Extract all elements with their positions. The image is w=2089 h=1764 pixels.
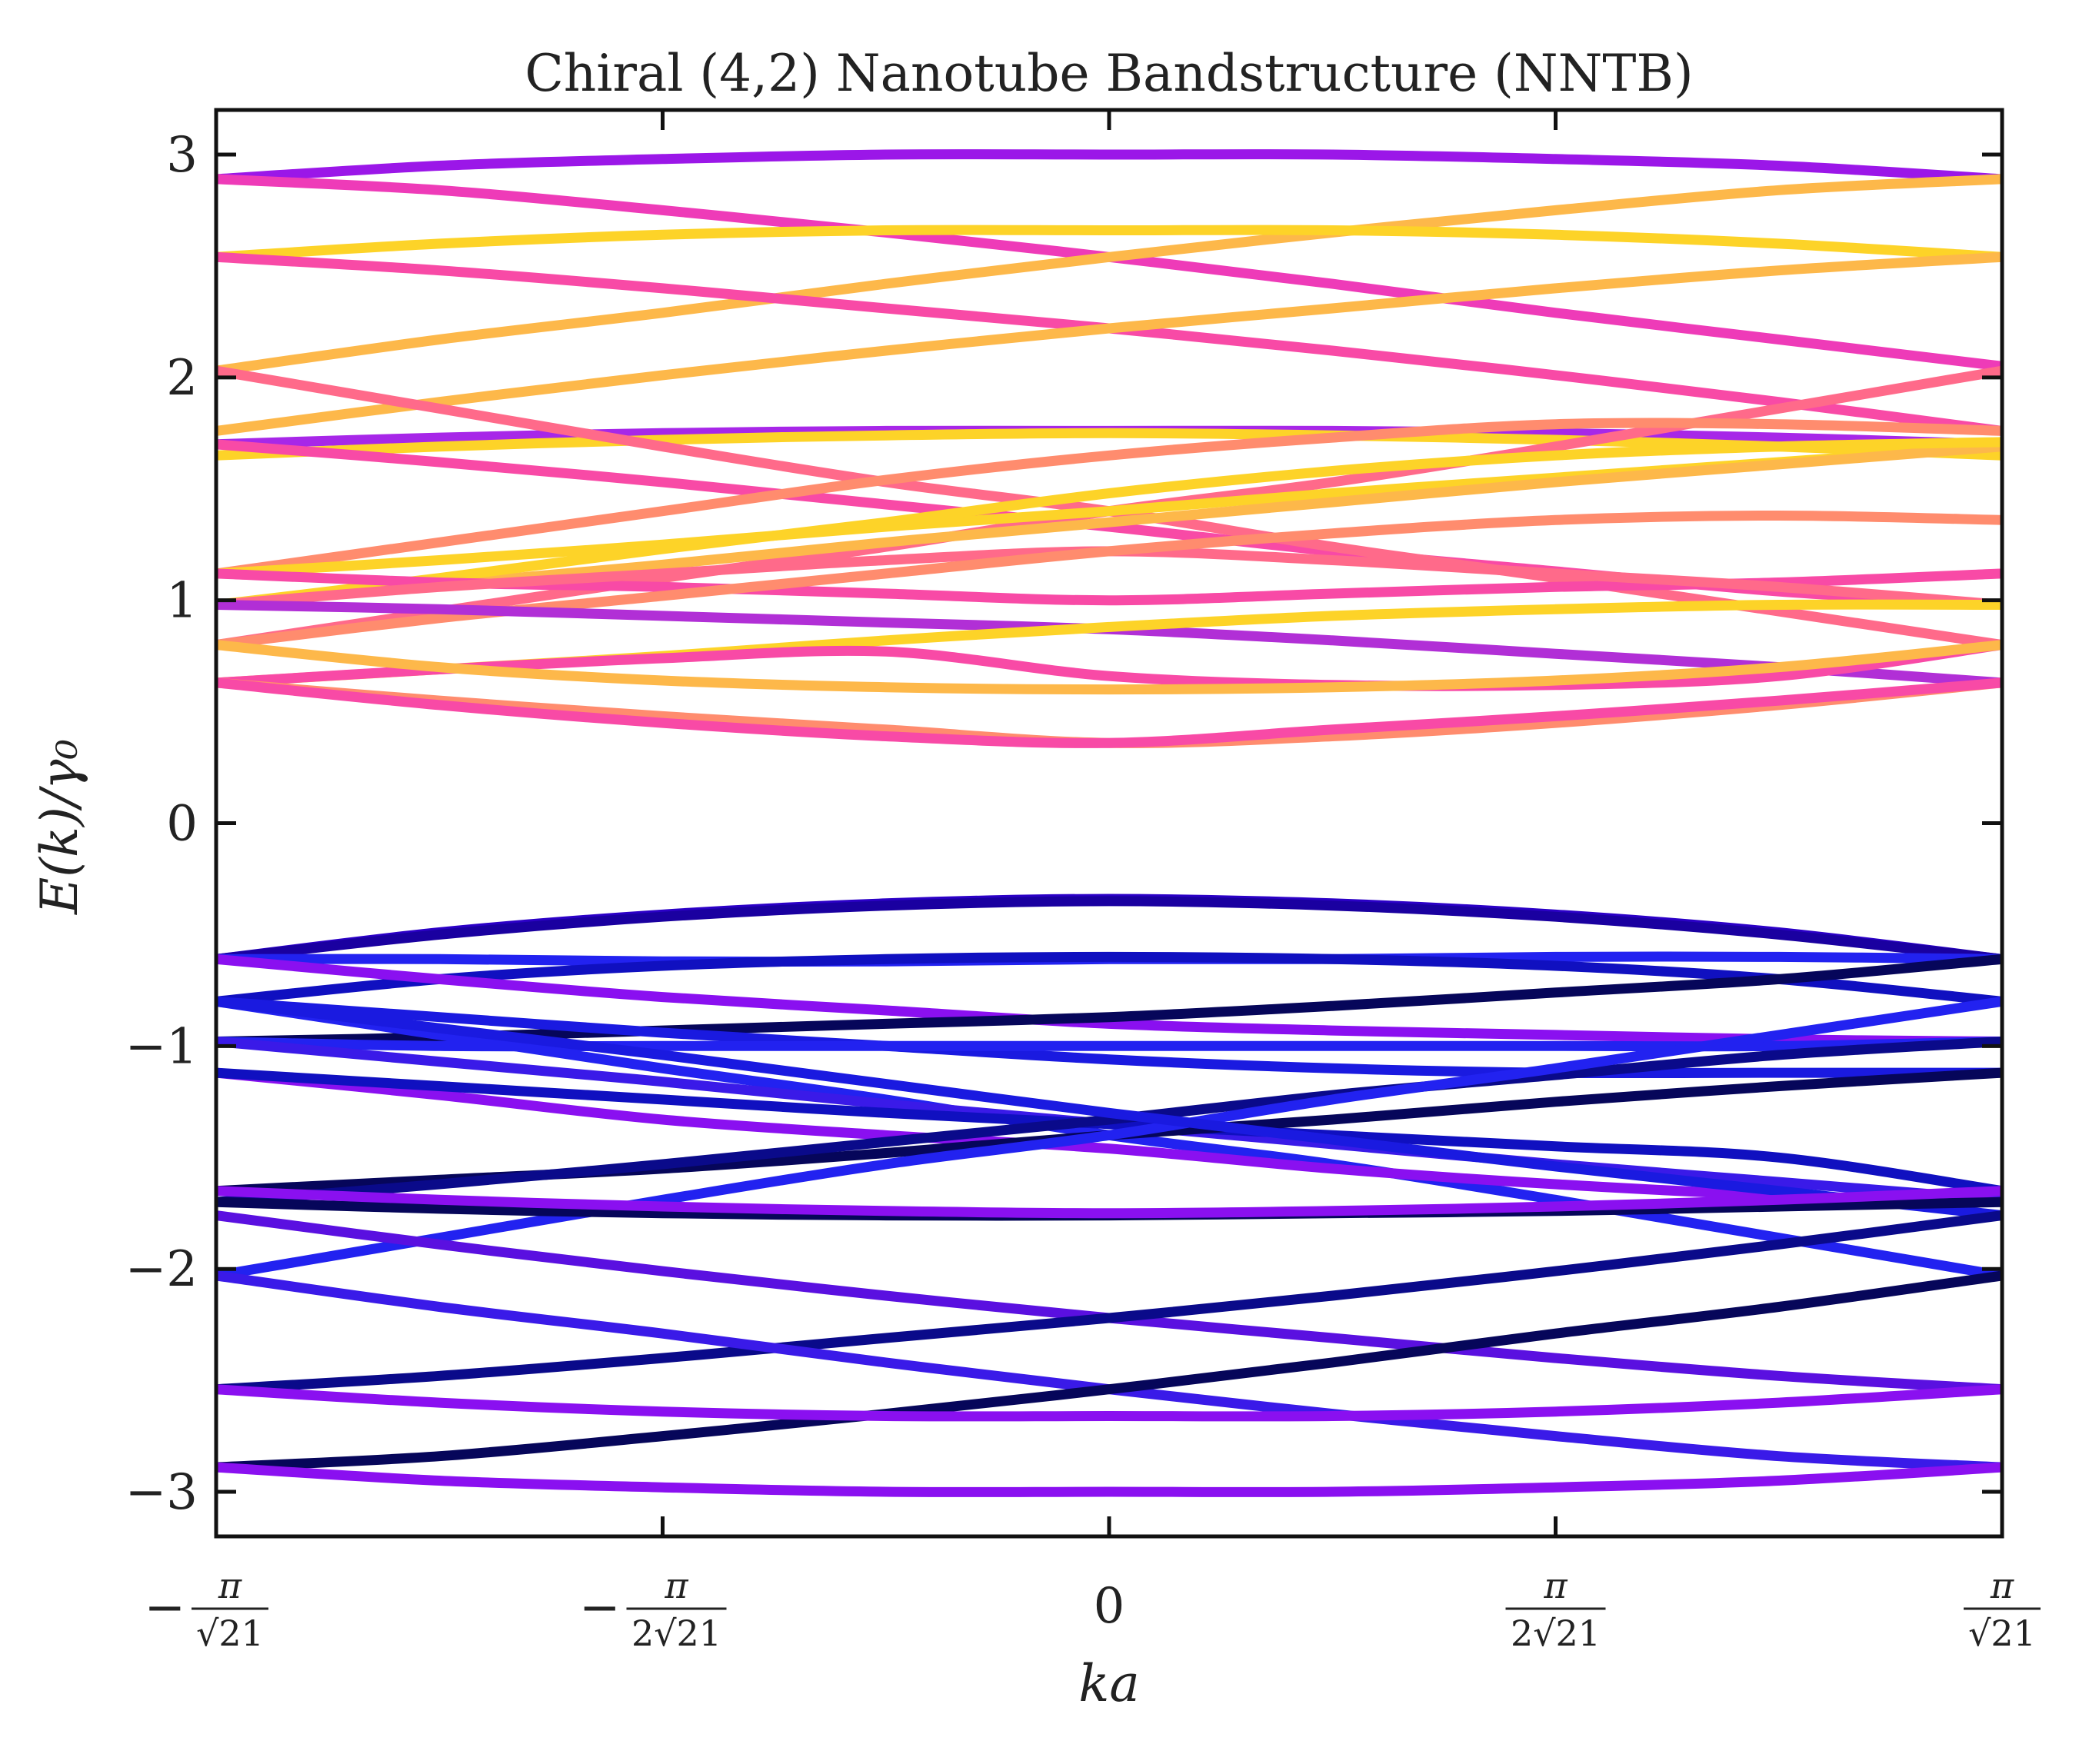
band-line-21 <box>216 640 2002 695</box>
band-line-41 <box>216 1186 2002 1219</box>
x-tick-denominator: 2√21 <box>1511 1613 1601 1654</box>
chart-title: Chiral (4,2) Nanotube Bandstructure (NNT… <box>525 44 1693 103</box>
band-line-42 <box>216 1210 2002 1395</box>
x-tick-label-2: 0 <box>1094 1578 1125 1635</box>
band-line-28 <box>216 954 2002 1047</box>
band-line-47 <box>216 1462 2002 1497</box>
y-tick-label-4: −1 <box>125 1018 198 1075</box>
x-tick-numerator: π <box>664 1565 688 1606</box>
x-axis-label: ka <box>1078 1654 1139 1713</box>
band-line-31 <box>216 996 2002 1079</box>
y-axis-label: E(k)/γ₀ <box>30 739 89 915</box>
x-tick-plain: 0 <box>1094 1578 1125 1635</box>
band-line-45 <box>216 1270 2002 1473</box>
y-tick-label-2: 1 <box>166 573 198 630</box>
band-lines <box>216 149 2002 1497</box>
y-tick-label-1: 2 <box>166 350 198 407</box>
x-tick-label-3: π 2√21 <box>1505 1565 1606 1654</box>
band-line-34 <box>216 1067 2002 1207</box>
band-line-2 <box>216 174 2002 376</box>
band-line-4 <box>216 251 2002 436</box>
band-line-23 <box>216 677 2002 748</box>
y-tick-label-3: 0 <box>166 796 198 853</box>
band-line-5 <box>216 251 2002 436</box>
x-tick-numerator: π <box>1990 1565 2014 1606</box>
x-tick-sign: − <box>579 1579 621 1636</box>
band-line-14 <box>216 437 2002 610</box>
band-line-37 <box>216 1037 2002 1207</box>
x-tick-denominator: √21 <box>196 1613 264 1654</box>
y-tick-label-0: 3 <box>166 127 198 184</box>
x-tick-denominator: √21 <box>1968 1613 2036 1654</box>
x-tick-numerator: π <box>1543 1565 1568 1606</box>
x-tick-denominator: 2√21 <box>631 1613 721 1654</box>
band-line-39 <box>216 996 2002 1221</box>
axis-ticks <box>214 110 2004 1536</box>
band-line-11 <box>216 418 2002 579</box>
y-tick-label-5: −2 <box>125 1241 198 1298</box>
band-line-27 <box>216 951 2002 1007</box>
x-tick-label-4: π √21 <box>1964 1565 2041 1654</box>
band-line-43 <box>216 1210 2002 1395</box>
band-line-25 <box>216 896 2002 964</box>
x-tick-sign: − <box>144 1579 185 1636</box>
band-line-0 <box>216 149 2002 185</box>
band-line-20 <box>216 640 2002 691</box>
y-tick-label-6: −3 <box>125 1464 198 1521</box>
band-line-38 <box>216 996 2002 1281</box>
x-tick-label-1: − π 2√21 <box>579 1565 727 1654</box>
x-tick-label-0: − π √21 <box>144 1565 268 1654</box>
band-line-3 <box>216 225 2002 262</box>
y-tick-labels: 3 2 1 0 −1 −2 −3 <box>125 127 198 1521</box>
band-line-46 <box>216 1384 2002 1422</box>
x-tick-labels: − π√21− π2√21 0 π2√21π√21 <box>144 1565 2041 1654</box>
x-tick-numerator: π <box>218 1565 242 1606</box>
